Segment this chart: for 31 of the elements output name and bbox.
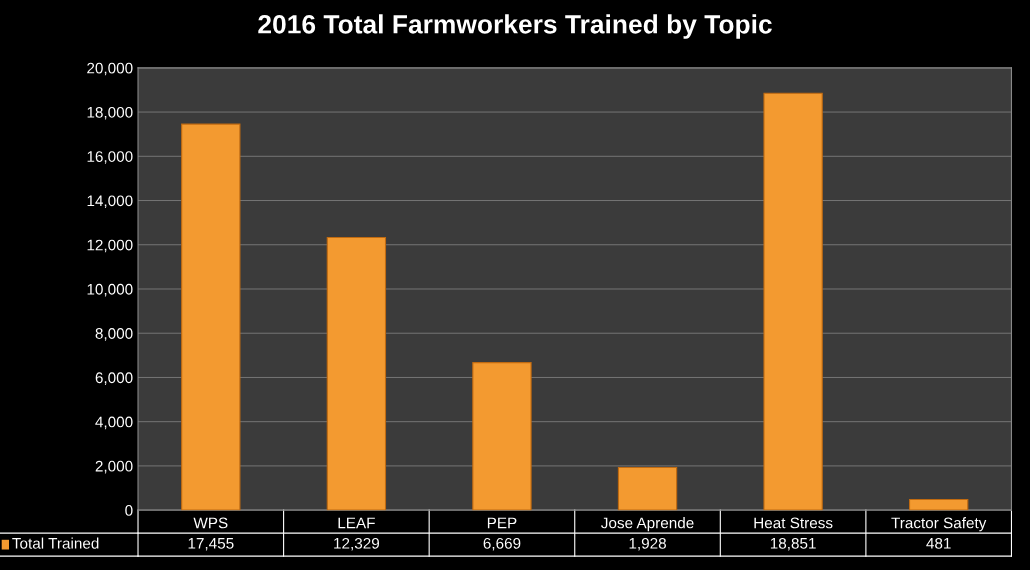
legend-label: Total Trained [12, 537, 99, 549]
x-tick-label: WPS [193, 517, 228, 529]
y-tick-label: 6,000 [95, 372, 133, 385]
y-tick-label: 18,000 [87, 106, 133, 120]
bar [326, 236, 387, 511]
data-label: 1,928 [629, 537, 666, 551]
y-tick-label: 12,000 [87, 239, 133, 253]
bar [472, 362, 532, 511]
bar [181, 123, 241, 511]
x-tick-label: PEP [487, 517, 517, 529]
bar [617, 466, 678, 511]
y-tick-label: 2,000 [95, 460, 133, 474]
y-tick-label: 20,000 [87, 62, 133, 76]
y-tick-label: 8,000 [95, 328, 133, 341]
data-label: 12,329 [334, 537, 380, 551]
bar [763, 92, 823, 511]
bar [909, 498, 969, 511]
data-label: 18,851 [770, 537, 816, 551]
x-tick-label: Jose Aprende [601, 517, 694, 532]
chart-title: 2016 Total Farmworkers Trained by Topic [258, 14, 772, 39]
x-tick-label: Tractor Safety [891, 517, 987, 532]
y-tick-label: 0 [125, 505, 133, 516]
y-tick-label: 4,000 [95, 416, 133, 430]
data-label: 481 [926, 537, 951, 549]
data-label: 6,669 [483, 537, 521, 551]
y-tick-label: 10,000 [87, 283, 133, 297]
x-tick-label: LEAF [338, 517, 375, 529]
x-tick-label: Heat Stress [754, 517, 833, 529]
data-label: 17,455 [188, 538, 234, 551]
y-tick-label: 14,000 [87, 195, 133, 209]
y-tick-label: 16,000 [87, 151, 133, 164]
